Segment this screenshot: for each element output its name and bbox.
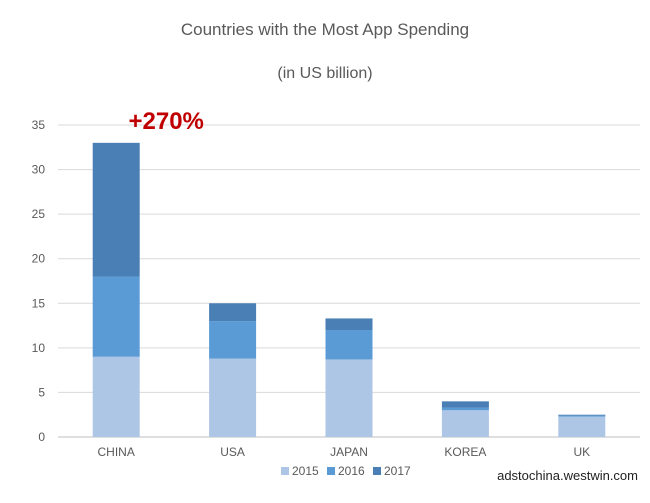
x-tick-label: KOREA	[444, 445, 486, 459]
y-tick-label: 20	[32, 252, 46, 266]
legend-label-2016: 2016	[338, 464, 365, 478]
bar-china-2016	[92, 276, 140, 357]
source-credit: adstochina.westwin.com	[497, 468, 638, 483]
bar-korea-2016	[441, 407, 489, 411]
legend-swatch-2017	[373, 467, 381, 475]
bar-japan-2015	[325, 359, 373, 437]
y-tick-label: 5	[38, 385, 45, 399]
bar-china-2015	[92, 356, 140, 437]
bar-japan-2017	[325, 318, 373, 331]
x-tick-label: USA	[220, 445, 245, 459]
x-tick-label: UK	[573, 445, 590, 459]
y-tick-label: 15	[32, 296, 46, 310]
bar-usa-2015	[209, 358, 257, 437]
bars	[92, 142, 606, 437]
legend-label-2017: 2017	[384, 464, 411, 478]
y-axis-ticks: 0 5 10 15 20 25 30 35	[32, 118, 46, 444]
x-tick-label: JAPAN	[330, 445, 368, 459]
x-axis-ticks: CHINA USA JAPAN KOREA UK	[98, 445, 591, 459]
chart-title: Countries with the Most App Spending	[181, 20, 469, 39]
bar-usa-2017	[209, 303, 257, 322]
y-tick-label: 30	[32, 163, 46, 177]
legend: 2015 2016 2017	[281, 464, 411, 478]
bar-usa-2016	[209, 321, 257, 359]
chart-subtitle: (in US billion)	[277, 65, 372, 82]
bar-japan-2016	[325, 330, 373, 360]
bar-china-2017	[92, 142, 140, 277]
legend-swatch-2016	[327, 467, 335, 475]
growth-annotation: +270%	[128, 108, 203, 135]
y-tick-label: 10	[32, 341, 46, 355]
bar-korea-2015	[441, 410, 489, 437]
bar-uk-2015	[558, 416, 606, 437]
x-tick-label: CHINA	[98, 445, 135, 459]
y-tick-label: 35	[32, 118, 46, 132]
bar-korea-2017	[441, 401, 489, 408]
y-tick-label: 25	[32, 207, 46, 221]
y-tick-label: 0	[38, 430, 45, 444]
legend-swatch-2015	[281, 467, 289, 475]
bar-uk-2017	[558, 414, 606, 416]
bar-uk-2016	[558, 415, 606, 417]
legend-label-2015: 2015	[292, 464, 319, 478]
